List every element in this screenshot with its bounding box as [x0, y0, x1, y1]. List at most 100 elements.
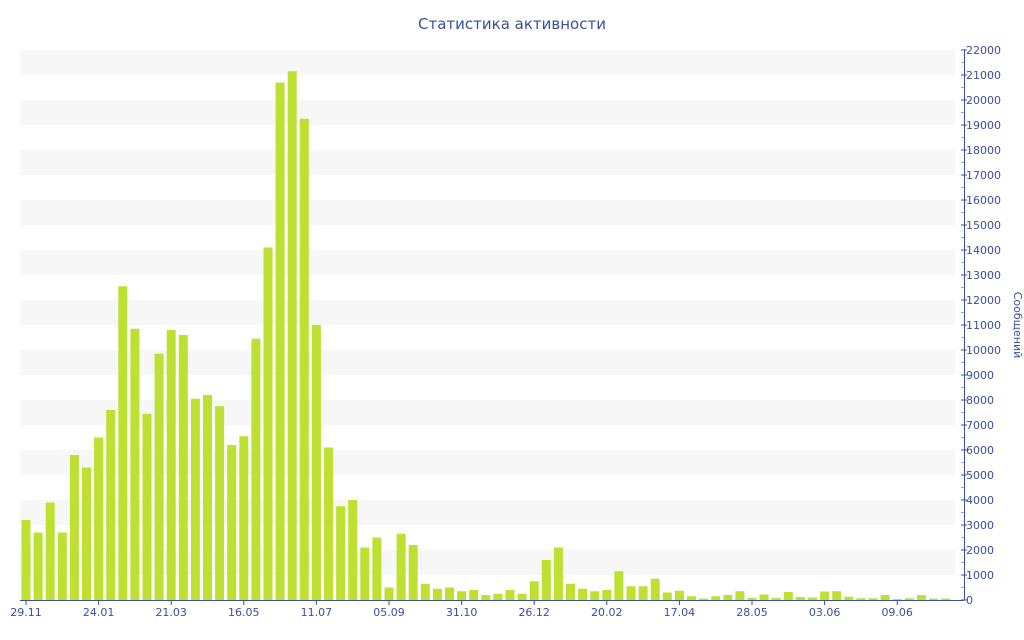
grid-band: [20, 550, 955, 575]
bar: [493, 593, 503, 600]
x-tick-label: 16.05: [228, 606, 260, 619]
bar: [130, 328, 140, 600]
x-tick-label: 03.06: [809, 606, 841, 619]
bar: [311, 325, 321, 600]
bar: [771, 598, 781, 600]
bar: [154, 353, 164, 600]
bar: [517, 593, 527, 600]
bar: [324, 447, 333, 600]
bar: [759, 594, 769, 600]
grid-band: [20, 150, 955, 175]
bar: [299, 118, 309, 600]
y-tick-label: 6000: [966, 444, 994, 457]
bar: [203, 395, 212, 600]
x-tick-label: 28.05: [736, 606, 768, 619]
bar: [372, 537, 382, 600]
grid-band: [20, 450, 955, 475]
y-tick-label: 15000: [966, 219, 1001, 232]
x-tick-label: 09.06: [881, 606, 913, 619]
bar: [711, 596, 721, 600]
bar: [541, 560, 551, 600]
bar: [33, 532, 43, 600]
bar: [614, 571, 624, 600]
x-tick-label: 20.02: [591, 606, 623, 619]
bar: [505, 590, 515, 600]
bar: [904, 598, 914, 600]
y-tick-label: 14000: [966, 244, 1001, 257]
bar: [602, 590, 612, 600]
y-axis-label: Сообщений: [1011, 292, 1024, 359]
bar: [190, 398, 200, 600]
bar: [674, 590, 684, 600]
bar: [723, 595, 733, 600]
bar: [82, 467, 91, 600]
grid-band: [20, 350, 955, 375]
bar: [106, 410, 116, 600]
y-tick-label: 12000: [966, 294, 1001, 307]
bar: [384, 587, 394, 600]
bar: [251, 338, 261, 600]
bar: [457, 591, 467, 600]
bar: [626, 586, 636, 600]
bar: [69, 455, 79, 600]
y-tick-label: 7000: [966, 419, 994, 432]
grid-band: [20, 250, 955, 275]
bar: [929, 598, 938, 600]
grid-band: [20, 100, 955, 125]
bar: [783, 592, 793, 600]
y-tick-label: 9000: [966, 369, 994, 382]
bar: [263, 247, 273, 600]
bar: [166, 330, 176, 600]
bar: [215, 406, 225, 600]
x-tick-label: 31.10: [446, 606, 478, 619]
bar: [808, 597, 817, 600]
bar: [638, 586, 648, 600]
bar: [553, 547, 563, 600]
x-tick-label: 11.07: [301, 606, 333, 619]
y-tick-label: 4000: [966, 494, 994, 507]
bar: [795, 597, 805, 600]
bar: [735, 591, 745, 600]
bar: [662, 592, 672, 600]
bar: [481, 595, 491, 600]
y-tick-label: 19000: [966, 119, 1001, 132]
y-tick-label: 18000: [966, 144, 1001, 157]
grid-band: [20, 50, 955, 75]
bar: [941, 598, 951, 600]
y-tick-label: 0: [966, 594, 973, 607]
y-tick-label: 11000: [966, 319, 1001, 332]
bar: [832, 591, 842, 600]
bar: [396, 533, 406, 600]
bar: [275, 82, 285, 600]
bar: [336, 506, 346, 600]
grid-band: [20, 200, 955, 225]
y-tick-label: 13000: [966, 269, 1001, 282]
bar: [844, 596, 854, 600]
y-tick-label: 17000: [966, 169, 1001, 182]
bar: [118, 286, 128, 600]
bar: [868, 598, 878, 600]
y-tick-label: 21000: [966, 69, 1001, 82]
x-tick-label: 26.12: [518, 606, 550, 619]
y-tick-label: 8000: [966, 394, 994, 407]
bar: [94, 437, 104, 600]
grid-band: [20, 500, 955, 525]
bar: [916, 595, 926, 600]
bar: [432, 588, 442, 600]
bar: [408, 545, 418, 600]
y-tick-label: 5000: [966, 469, 994, 482]
y-tick-label: 3000: [966, 519, 994, 532]
bar: [57, 532, 67, 600]
bar: [287, 71, 297, 600]
bar: [348, 500, 358, 600]
bar: [856, 598, 866, 600]
bar: [590, 591, 600, 600]
bar: [469, 590, 479, 600]
bar: [892, 599, 902, 600]
bar: [420, 583, 430, 600]
x-tick-label: 24.01: [83, 606, 115, 619]
y-tick-label: 20000: [966, 94, 1001, 107]
bar: [360, 547, 370, 600]
bar: [21, 520, 31, 600]
